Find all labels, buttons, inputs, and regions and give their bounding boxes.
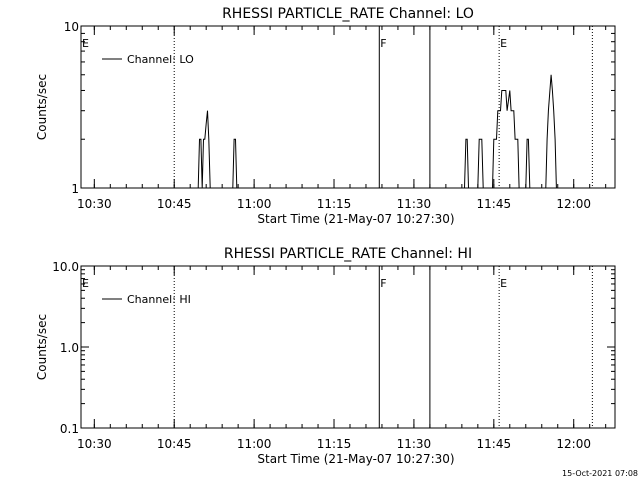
x-tick-label: 10:30 — [77, 197, 112, 211]
event-line-label: F — [380, 277, 386, 290]
plot-frame — [80, 265, 616, 429]
x-tick-label: 11:30 — [397, 437, 432, 451]
chart-panel-1: RHESSI PARTICLE_RATE Channel: LO 1 10 Count… — [35, 6, 616, 226]
event-line-label: E — [500, 277, 507, 290]
event-line-label: F — [380, 37, 386, 50]
plot-frame — [80, 25, 616, 189]
x-tick-label: 10:30 — [77, 437, 112, 451]
y-tick-label: 1 — [71, 182, 79, 196]
x-tick-label: 11:30 — [397, 197, 432, 211]
chart-title: RHESSI PARTICLE_RATE Channel: HI — [224, 246, 472, 262]
x-tick-label: 12:00 — [556, 437, 591, 451]
x-tick-label: 10:45 — [157, 197, 192, 211]
y-axis-label: Counts/sec — [35, 314, 49, 380]
chart-panel-2: RHESSI PARTICLE_RATE Channel: HI 0.1 1.0 10… — [35, 246, 616, 466]
chart-title: RHESSI PARTICLE_RATE Channel: LO — [222, 6, 474, 22]
edge-label: E — [82, 277, 89, 290]
edge-label: E — [82, 37, 89, 50]
x-tick-label: 11:15 — [317, 437, 352, 451]
x-tick-label: 11:00 — [237, 197, 272, 211]
y-tick-label: 10 — [64, 20, 79, 34]
x-tick-label: 11:15 — [317, 197, 352, 211]
x-tick-label: 11:00 — [237, 437, 272, 451]
x-axis-label: Start Time (21-May-07 10:27:30) — [257, 452, 454, 466]
x-tick-label: 10:45 — [157, 437, 192, 451]
y-tick-label: 0.1 — [60, 422, 79, 436]
legend-label: Channel: HI — [127, 293, 191, 306]
x-axis-label: Start Time (21-May-07 10:27:30) — [257, 212, 454, 226]
y-axis-label: Counts/sec — [35, 74, 49, 140]
event-line-label: E — [500, 37, 507, 50]
y-tick-label: 10.0 — [52, 260, 79, 274]
x-tick-label: 11:45 — [477, 437, 512, 451]
legend-label: Channel: LO — [127, 53, 194, 66]
x-tick-label: 11:45 — [477, 197, 512, 211]
series-line — [197, 74, 557, 189]
y-tick-label: 1.0 — [60, 341, 79, 355]
x-tick-label: 12:00 — [556, 197, 591, 211]
footer-timestamp: 15-Oct-2021 07:08 — [562, 469, 638, 478]
